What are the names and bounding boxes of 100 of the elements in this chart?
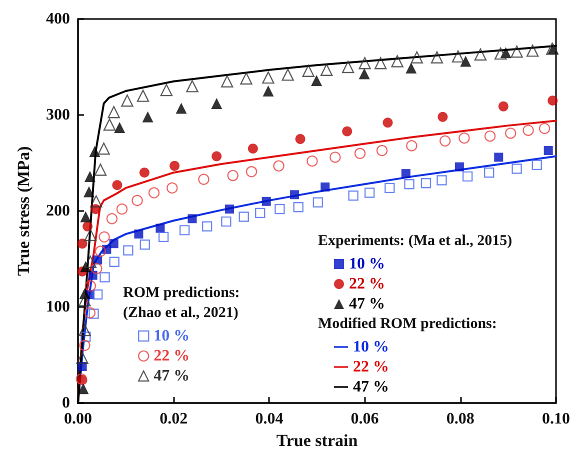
- point: [248, 144, 258, 154]
- point: [84, 256, 97, 268]
- point: [282, 68, 294, 81]
- point: [148, 187, 160, 198]
- point: [438, 112, 448, 122]
- y-tick-label: 400: [46, 10, 70, 28]
- point: [221, 75, 234, 88]
- point: [84, 170, 96, 182]
- point: [240, 72, 252, 85]
- y-tick-label: 200: [46, 202, 70, 220]
- point: [302, 64, 314, 77]
- y-tick-label: 100: [46, 298, 70, 316]
- legend-label: 47 %: [349, 296, 385, 312]
- point: [440, 135, 451, 147]
- point: [176, 102, 187, 114]
- point: [227, 170, 238, 182]
- point: [404, 179, 414, 190]
- point: [238, 212, 249, 222]
- point: [98, 231, 110, 243]
- point: [158, 232, 169, 242]
- point: [211, 98, 222, 109]
- point: [364, 188, 375, 198]
- point: [311, 74, 322, 86]
- point: [91, 263, 102, 274]
- point: [140, 240, 150, 250]
- point: [358, 57, 371, 70]
- point: [186, 80, 198, 92]
- point: [406, 140, 418, 152]
- point: [166, 182, 178, 194]
- legend-label: 10 %: [349, 256, 385, 272]
- point: [90, 195, 102, 208]
- legend-label: 10 %: [154, 328, 190, 344]
- point: [78, 294, 91, 306]
- point: [512, 164, 522, 174]
- point: [498, 101, 508, 112]
- point: [109, 239, 118, 248]
- legend-label: 22 %: [353, 358, 389, 376]
- point: [358, 68, 370, 80]
- point: [221, 216, 232, 227]
- point: [420, 178, 432, 188]
- point: [188, 214, 197, 224]
- legend-label: 10 %: [353, 338, 389, 356]
- point: [212, 151, 222, 162]
- point: [78, 383, 89, 394]
- point: [179, 225, 190, 236]
- legend-label: 22 %: [349, 276, 385, 292]
- point: [510, 46, 523, 58]
- point: [262, 86, 274, 96]
- point: [462, 171, 473, 182]
- point: [79, 340, 90, 351]
- point: [94, 164, 107, 176]
- point: [202, 221, 212, 232]
- point: [354, 148, 366, 159]
- point: [274, 204, 285, 214]
- x-tick-label: 0.00: [64, 410, 92, 428]
- point: [84, 228, 97, 242]
- point: [342, 60, 354, 74]
- point: [123, 245, 134, 256]
- point: [526, 44, 539, 57]
- point: [134, 230, 144, 239]
- point: [121, 94, 134, 107]
- point: [262, 71, 274, 84]
- x-axis-title: True strain: [276, 430, 358, 450]
- point: [106, 213, 118, 224]
- point: [538, 122, 550, 134]
- annotation: ROM predictions: (Zhao et al., 2021): [123, 285, 240, 321]
- point: [139, 168, 150, 178]
- point: [436, 175, 447, 186]
- legend-label: 22 %: [154, 348, 190, 364]
- y-axis-title: True stress (MPa): [14, 146, 33, 276]
- point: [246, 166, 258, 178]
- point: [494, 152, 504, 162]
- y-tick-label: 300: [46, 106, 70, 124]
- point: [391, 55, 404, 68]
- point: [170, 160, 180, 171]
- x-tick-label: 0.06: [350, 410, 379, 428]
- point: [98, 142, 110, 155]
- point: [94, 246, 106, 257]
- point: [348, 190, 358, 201]
- point: [132, 194, 143, 206]
- point: [430, 51, 444, 64]
- point: [160, 84, 173, 96]
- point: [320, 64, 333, 76]
- point: [460, 56, 472, 67]
- point: [474, 48, 487, 61]
- point: [410, 51, 423, 64]
- point: [100, 272, 110, 282]
- point: [548, 96, 558, 106]
- point: [384, 182, 395, 194]
- point: [83, 186, 94, 198]
- point: [522, 124, 534, 136]
- legend-label: 47 %: [154, 368, 190, 384]
- point: [532, 160, 542, 170]
- point: [116, 203, 128, 215]
- point: [330, 152, 341, 163]
- point: [484, 168, 494, 178]
- annotation: Experiments: (Ma et al., 2015): [318, 233, 512, 249]
- point: [89, 146, 100, 157]
- point: [136, 90, 150, 102]
- annotation: Modified ROM predictions:: [318, 316, 497, 332]
